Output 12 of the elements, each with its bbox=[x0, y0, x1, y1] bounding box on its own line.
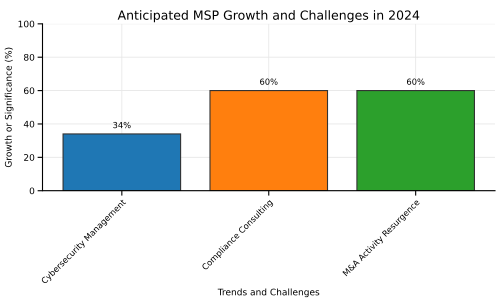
y-axis-title: Growth or Significance (%) bbox=[4, 48, 14, 168]
chart-title: Anticipated MSP Growth and Challenges in 2024 bbox=[118, 10, 420, 22]
data-label: 34% bbox=[113, 122, 131, 128]
y-tick-label: 60 bbox=[24, 87, 34, 94]
y-tick-label: 20 bbox=[24, 154, 34, 161]
data-label: 60% bbox=[406, 78, 424, 85]
y-tick-label: 80 bbox=[24, 54, 34, 61]
y-tick-label: 0 bbox=[30, 187, 34, 194]
y-tick-label: 100 bbox=[18, 20, 34, 28]
y-tick-label: 40 bbox=[24, 120, 34, 128]
data-label: 60% bbox=[260, 78, 278, 85]
x-axis-title: Trends and Challenges bbox=[218, 288, 320, 298]
